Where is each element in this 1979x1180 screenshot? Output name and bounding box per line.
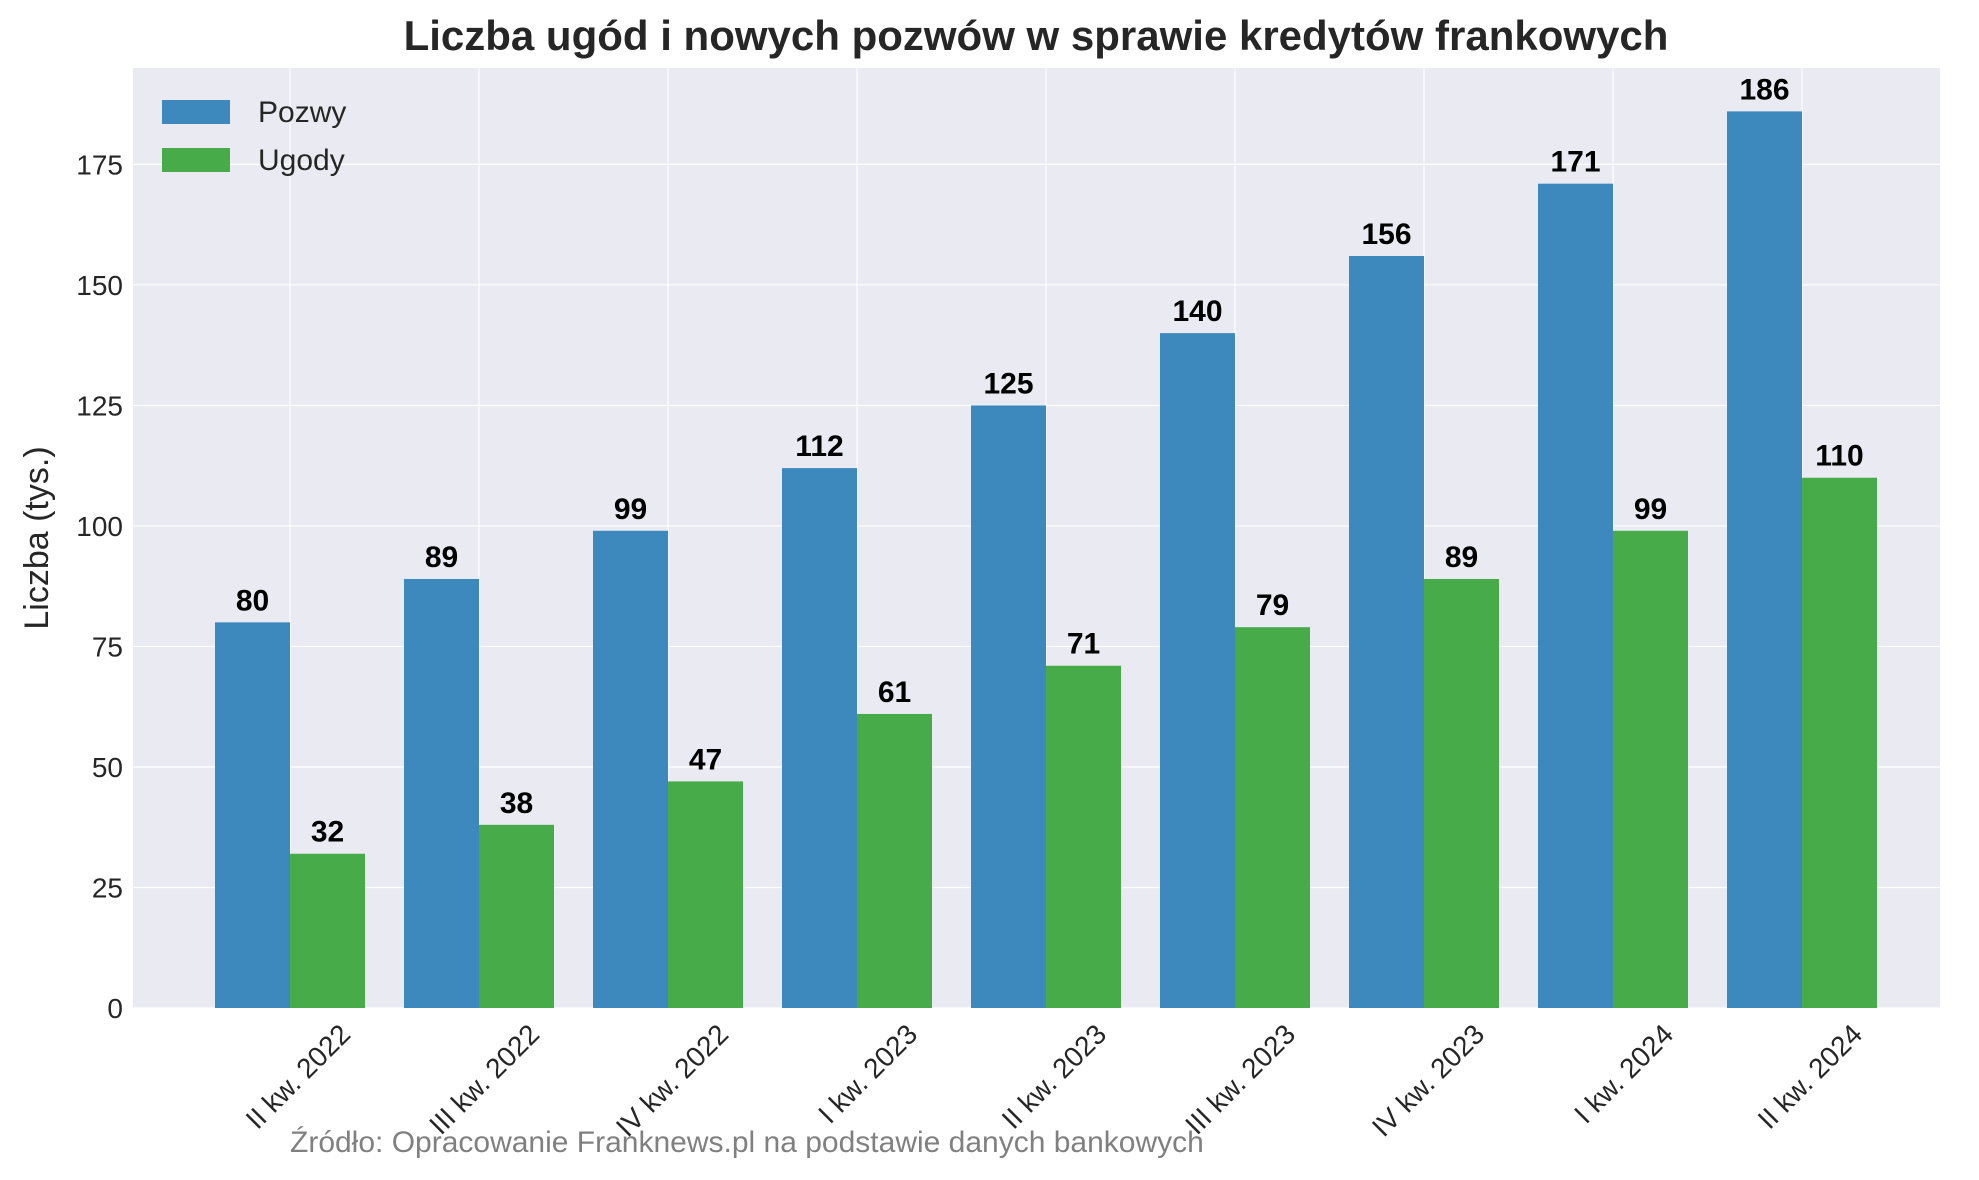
data-label-pozwy: 171 <box>1550 146 1600 179</box>
legend-swatch-pozwy <box>162 100 230 124</box>
x-tick-label: I kw. 2024 <box>1568 1018 1679 1129</box>
bar-ugody <box>668 781 743 1008</box>
bar-ugody <box>1046 665 1121 1008</box>
data-label-ugody: 38 <box>500 787 533 820</box>
x-tick-label: II kw. 2022 <box>240 1018 357 1135</box>
data-label-ugody: 47 <box>689 743 722 776</box>
data-label-ugody: 61 <box>878 676 911 709</box>
y-tick-label: 50 <box>92 752 123 783</box>
bar-ugody <box>1235 627 1310 1008</box>
source-note: Źródło: Opracowanie Franknews.pl na pods… <box>290 1126 1204 1159</box>
data-labels: 80 89 99 112 125 140 156 171 186 32 38 47 61 71 79 89 99… <box>236 73 1864 848</box>
legend-label-pozwy: Pozwy <box>258 96 346 129</box>
legend-swatch-ugody <box>162 148 230 172</box>
data-label-pozwy: 99 <box>614 493 647 526</box>
bar-pozwy <box>782 468 857 1009</box>
y-axis-label: Liczba (tys.) <box>18 446 56 629</box>
bar-pozwy <box>1160 333 1235 1009</box>
legend: Pozwy Ugody <box>162 96 346 177</box>
data-label-pozwy: 80 <box>236 584 269 617</box>
data-label-pozwy: 186 <box>1739 73 1789 106</box>
bars <box>215 111 1877 1009</box>
y-tick-label: 25 <box>92 872 123 903</box>
x-tick-label: III kw. 2022 <box>423 1018 545 1140</box>
bar-pozwy <box>971 405 1046 1008</box>
bar-pozwy <box>404 578 479 1008</box>
bar-ugody <box>1802 477 1877 1008</box>
bar-pozwy <box>1349 256 1424 1008</box>
x-tick-label: IV kw. 2022 <box>610 1018 734 1142</box>
data-label-ugody: 110 <box>1815 440 1863 473</box>
bar-pozwy <box>1727 111 1802 1008</box>
y-tick-label: 100 <box>76 511 123 542</box>
y-tick-label: 150 <box>76 270 123 301</box>
bar-ugody <box>857 713 932 1008</box>
bar-pozwy <box>593 530 668 1008</box>
x-tick-label: IV kw. 2023 <box>1366 1018 1490 1142</box>
bar-ugody <box>290 853 365 1008</box>
data-label-pozwy: 156 <box>1361 218 1411 251</box>
x-axis-ticks: II kw. 2022 III kw. 2022 IV kw. 2022 I kw. … <box>240 1018 1869 1142</box>
y-tick-label: 75 <box>92 631 123 662</box>
data-label-ugody: 71 <box>1067 628 1100 661</box>
y-tick-label: 0 <box>107 993 123 1024</box>
x-tick-label: III kw. 2023 <box>1179 1018 1301 1140</box>
data-label-ugody: 79 <box>1256 589 1289 622</box>
bar-ugody <box>1424 578 1499 1008</box>
y-tick-label: 125 <box>76 390 123 421</box>
y-axis-ticks: 0 25 50 75 100 125 150 175 <box>76 149 123 1024</box>
data-label-pozwy: 112 <box>795 430 843 463</box>
y-tick-label: 175 <box>76 149 123 180</box>
data-label-pozwy: 89 <box>425 541 458 574</box>
bar-ugody <box>479 824 554 1008</box>
bar-ugody <box>1613 530 1688 1008</box>
data-label-ugody: 89 <box>1445 541 1478 574</box>
data-label-ugody: 32 <box>311 816 344 849</box>
legend-label-ugody: Ugody <box>258 144 345 177</box>
chart-title: Liczba ugód i nowych pozwów w sprawie kr… <box>404 12 1669 59</box>
x-tick-label: II kw. 2024 <box>1752 1018 1869 1135</box>
data-label-ugody: 99 <box>1634 493 1667 526</box>
x-tick-label: I kw. 2023 <box>812 1018 923 1129</box>
x-tick-label: II kw. 2023 <box>996 1018 1113 1135</box>
data-label-pozwy: 125 <box>983 367 1033 400</box>
data-label-pozwy: 140 <box>1172 295 1222 328</box>
bar-pozwy <box>1538 183 1613 1008</box>
bar-pozwy <box>215 622 290 1008</box>
